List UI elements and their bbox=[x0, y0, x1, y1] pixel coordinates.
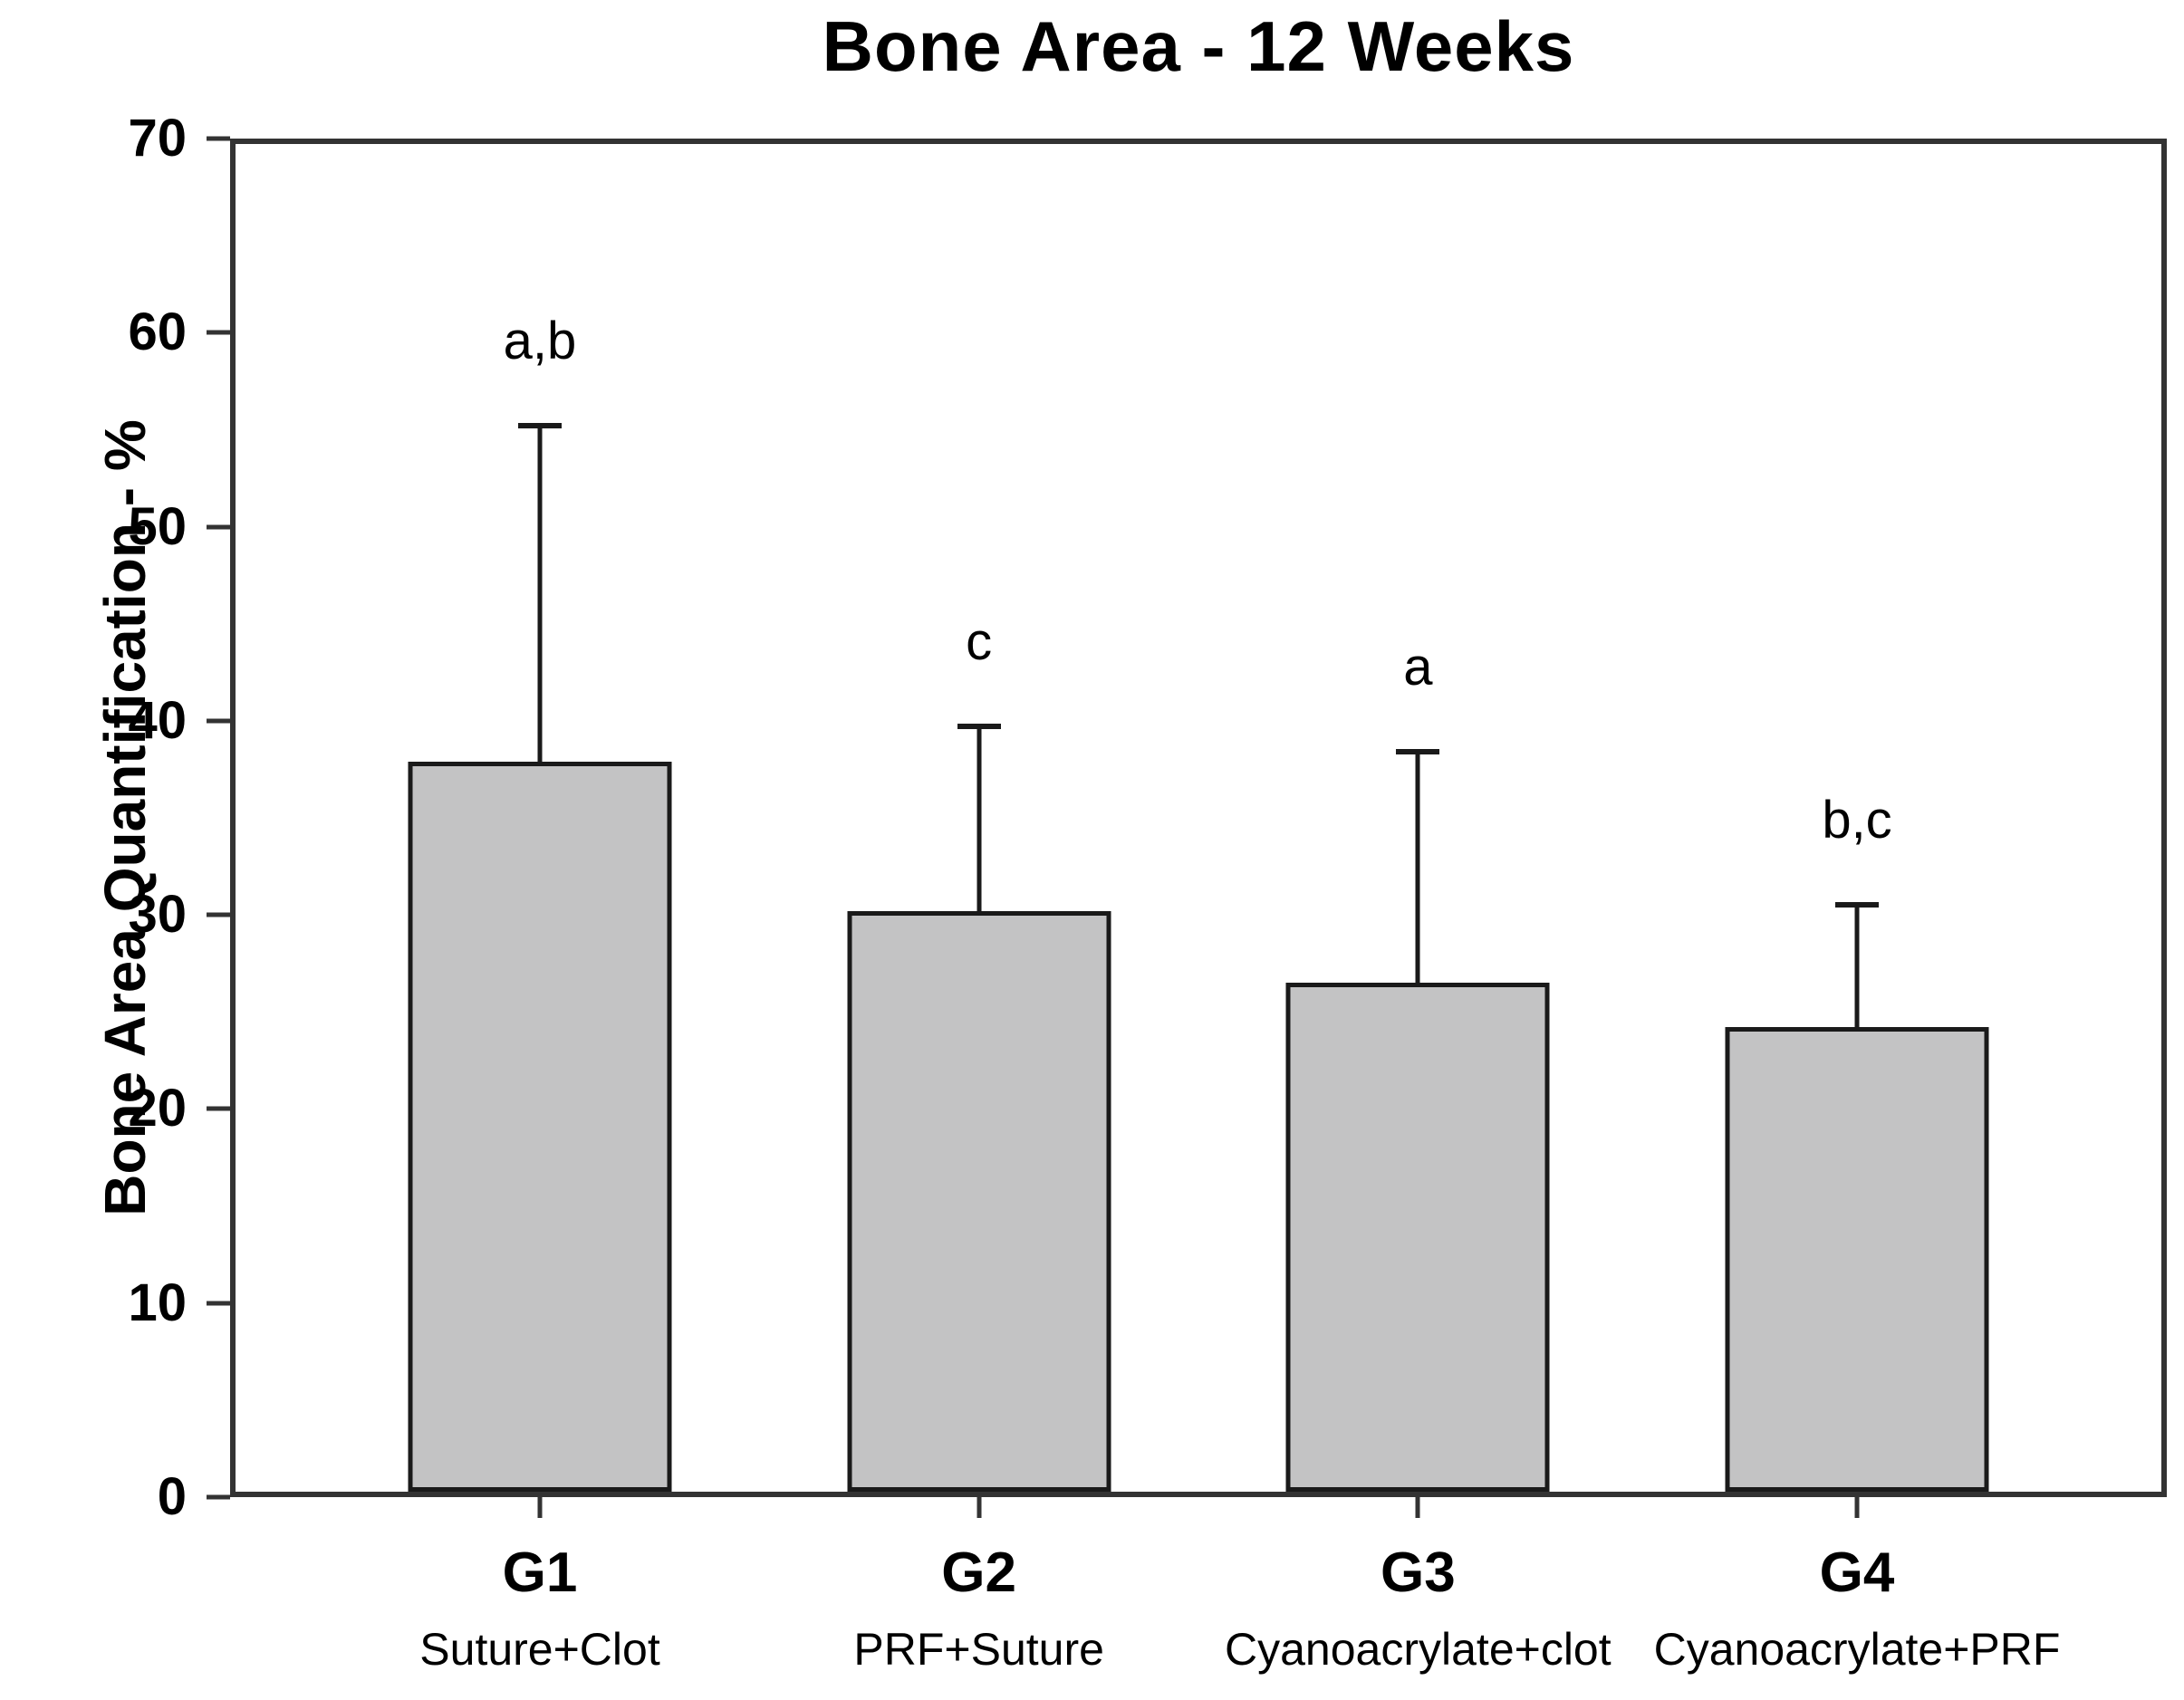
y-tick-70 bbox=[207, 136, 230, 141]
y-tick-label-70: 70 bbox=[128, 109, 187, 168]
chart-title: Bone Area - 12 Weeks bbox=[822, 6, 1575, 86]
y-tick-label-50: 50 bbox=[128, 496, 187, 556]
bar-g3 bbox=[1285, 983, 1550, 1492]
bar-g1 bbox=[408, 761, 672, 1492]
sig-label-g3: a bbox=[1403, 638, 1433, 697]
y-tick-40 bbox=[207, 718, 230, 724]
y-tick-10 bbox=[207, 1301, 230, 1306]
x-category-label-g4: G4 bbox=[1819, 1542, 1895, 1604]
y-tick-label-20: 20 bbox=[128, 1079, 187, 1138]
sig-label-g2: c bbox=[966, 612, 993, 672]
x-sublabel-g4: Cyanoacrylate+PRF bbox=[1653, 1624, 2061, 1675]
bar-g4 bbox=[1725, 1027, 1989, 1492]
error-bar-g3 bbox=[1415, 752, 1420, 984]
x-category-label-g2: G2 bbox=[941, 1542, 1017, 1604]
y-tick-0 bbox=[207, 1494, 230, 1500]
error-cap-g4 bbox=[1835, 902, 1879, 908]
y-tick-30 bbox=[207, 912, 230, 917]
y-tick-label-0: 0 bbox=[157, 1467, 187, 1526]
x-tick-g4 bbox=[1854, 1494, 1860, 1518]
y-tick-label-60: 60 bbox=[128, 303, 187, 362]
error-cap-g3 bbox=[1396, 749, 1440, 755]
error-cap-g1 bbox=[518, 423, 562, 429]
x-tick-g3 bbox=[1415, 1494, 1420, 1518]
x-tick-g1 bbox=[537, 1494, 543, 1518]
y-tick-60 bbox=[207, 330, 230, 335]
x-sublabel-g1: Suture+Clot bbox=[419, 1624, 660, 1675]
sig-label-g4: b,c bbox=[1822, 791, 1892, 850]
sig-label-g1: a,b bbox=[503, 312, 577, 371]
bar-g2 bbox=[847, 910, 1111, 1492]
y-tick-label-30: 30 bbox=[128, 885, 187, 945]
y-tick-20 bbox=[207, 1106, 230, 1111]
error-cap-g2 bbox=[957, 724, 1001, 730]
error-bar-g1 bbox=[537, 426, 543, 762]
y-tick-label-40: 40 bbox=[128, 690, 187, 750]
x-category-label-g3: G3 bbox=[1380, 1542, 1456, 1604]
error-bar-g4 bbox=[1854, 905, 1860, 1028]
x-sublabel-g2: PRF+Suture bbox=[853, 1624, 1104, 1675]
y-tick-label-10: 10 bbox=[128, 1273, 187, 1332]
x-tick-g2 bbox=[977, 1494, 982, 1518]
x-sublabel-g3: Cyanoacrylate+clot bbox=[1225, 1624, 1612, 1675]
y-tick-50 bbox=[207, 524, 230, 530]
x-category-label-g1: G1 bbox=[502, 1542, 578, 1604]
error-bar-g2 bbox=[977, 726, 982, 911]
